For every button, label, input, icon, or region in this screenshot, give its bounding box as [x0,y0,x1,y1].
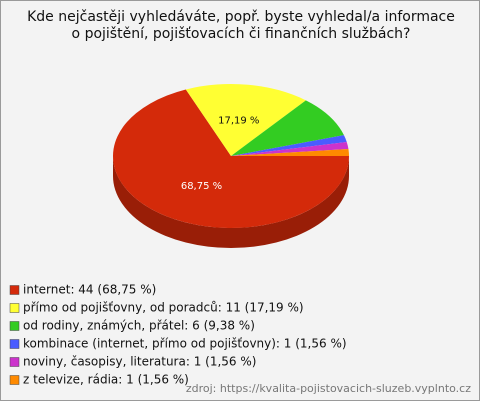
slice [185,84,306,156]
slice-label: 17,19 % [218,115,259,126]
slice [231,141,349,156]
slice [231,148,349,156]
legend-swatch [9,375,20,385]
legend-label: přímo od pojišťovny, od poradců: 11 (17,… [23,301,304,315]
legend-swatch [9,321,20,331]
legend-label: kombinace (internet, přímo od pojišťovny… [23,337,347,351]
legend-swatch [9,285,20,295]
legend-swatch [9,303,20,313]
legend-swatch [9,357,20,367]
slice [112,89,349,228]
slice-side [113,156,349,248]
legend-swatch [9,339,20,349]
source: zdroj: https://kvalita-pojistovacich-slu… [186,382,471,395]
legend-label: od rodiny, známých, přátel: 6 (9,38 %) [23,319,255,333]
slice-label: 68,75 % [181,181,222,192]
legend-label: internet: 44 (68,75 %) [23,283,156,297]
slice [231,135,347,156]
chart-title: Kde nejčastěji vyhledáváte, popř. byste … [27,9,455,42]
legend-label: z televize, rádia: 1 (1,56 %) [23,373,189,387]
slice [231,100,344,156]
legend-label: noviny, časopisy, literatura: 1 (1,56 %) [23,355,256,369]
